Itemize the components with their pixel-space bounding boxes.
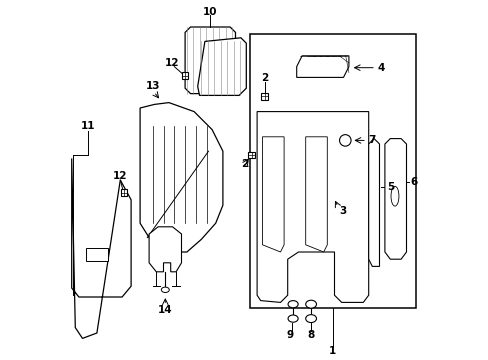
Polygon shape <box>296 56 348 77</box>
Ellipse shape <box>287 315 298 322</box>
Bar <box>86 248 107 261</box>
Text: 12: 12 <box>113 171 127 181</box>
Text: 4: 4 <box>377 63 384 73</box>
Bar <box>121 189 127 196</box>
Bar <box>248 152 254 158</box>
Bar <box>261 93 267 100</box>
Text: 3: 3 <box>338 206 346 216</box>
Bar <box>249 34 415 308</box>
Text: 11: 11 <box>81 121 95 131</box>
Text: 5: 5 <box>386 182 393 192</box>
Ellipse shape <box>287 301 298 308</box>
Polygon shape <box>72 158 131 338</box>
Text: 9: 9 <box>286 330 293 340</box>
Polygon shape <box>262 137 284 252</box>
Ellipse shape <box>305 315 316 323</box>
Text: 2: 2 <box>241 159 248 169</box>
Polygon shape <box>140 103 223 252</box>
Ellipse shape <box>161 287 169 292</box>
Polygon shape <box>149 227 181 272</box>
Polygon shape <box>185 27 235 94</box>
Text: 1: 1 <box>328 346 336 356</box>
Text: 7: 7 <box>368 135 375 145</box>
Polygon shape <box>197 38 246 95</box>
Polygon shape <box>368 139 379 266</box>
Polygon shape <box>384 139 406 259</box>
Text: 2: 2 <box>261 73 268 84</box>
Text: 12: 12 <box>165 58 180 68</box>
Text: 10: 10 <box>203 6 217 17</box>
Polygon shape <box>305 137 326 252</box>
Text: 6: 6 <box>409 177 416 187</box>
Text: 14: 14 <box>158 305 172 315</box>
Circle shape <box>339 135 350 146</box>
Text: 13: 13 <box>145 81 160 91</box>
Ellipse shape <box>305 300 316 308</box>
Polygon shape <box>257 112 368 302</box>
Ellipse shape <box>390 186 398 206</box>
Bar <box>182 72 188 79</box>
Text: 8: 8 <box>307 330 314 340</box>
